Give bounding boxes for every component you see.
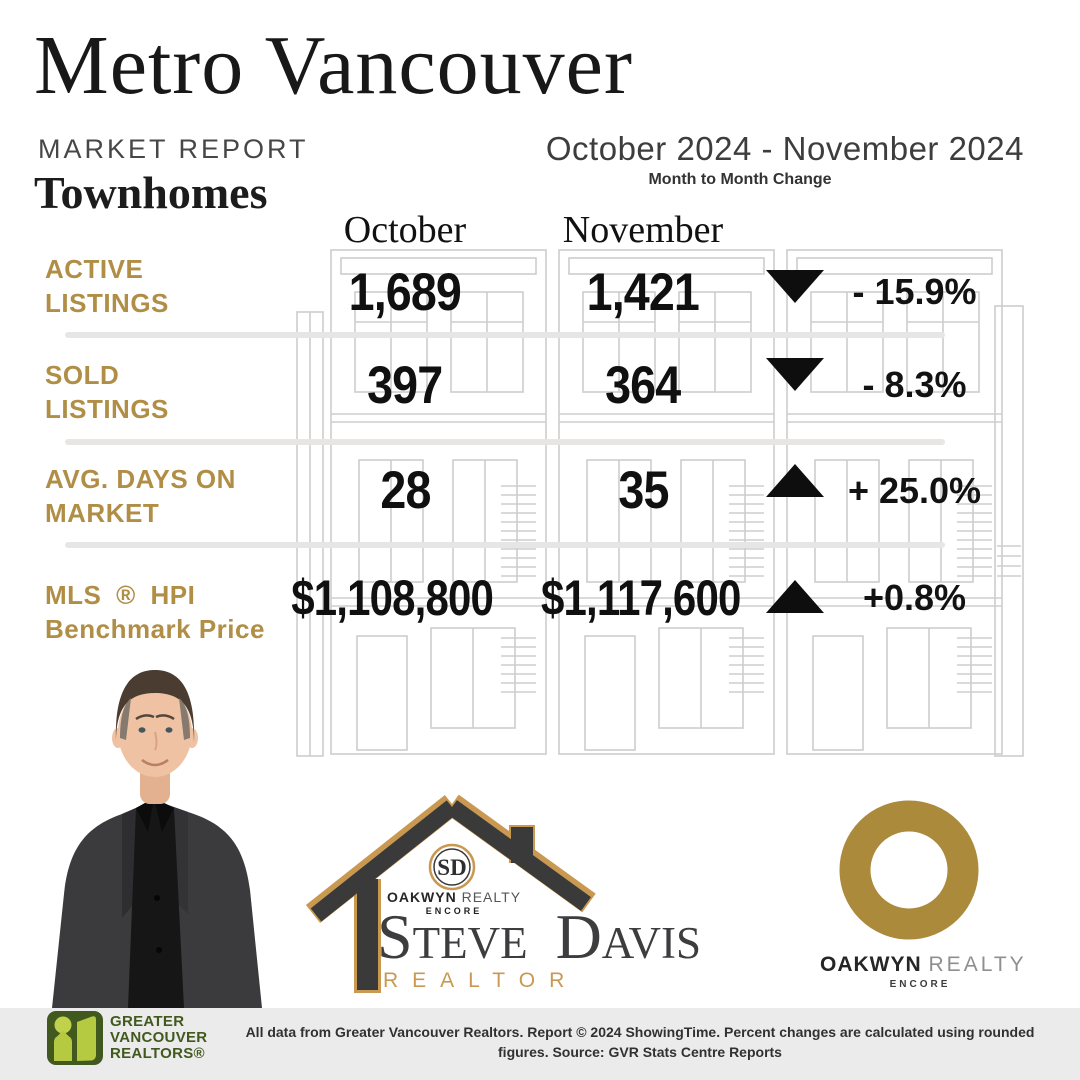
trend-arrow-box — [766, 270, 828, 303]
agent-name: Steve Davis — [377, 901, 701, 972]
november-value: 364 — [605, 355, 681, 415]
october-value: 397 — [367, 355, 443, 415]
october-value: 28 — [379, 461, 431, 520]
brokerage-name: OAKWYN REALTY — [820, 953, 1027, 976]
november-value: 1,421 — [586, 262, 700, 322]
table-row-sold-listings: SOLD LISTINGS 397 364 - 8.3% — [0, 345, 1080, 425]
percent-change: - 15.9% — [852, 271, 977, 312]
agent-logo: SD OAKWYN REALTY ENCORE Steve Davis REALT… — [305, 793, 785, 1008]
october-value: 1,689 — [348, 262, 462, 322]
sd-monogram: SD — [437, 855, 466, 880]
trend-arrow-box — [766, 464, 828, 497]
house-roof-icon: SD — [305, 794, 596, 993]
percent-change: - 8.3% — [862, 364, 967, 405]
row-label: SOLD LISTINGS — [45, 360, 169, 424]
townhouse-line-art — [296, 249, 1024, 757]
row-label: MLS ® HPI Benchmark Price — [45, 580, 265, 644]
period-note: Month to Month Change — [648, 171, 832, 188]
property-type: Townhomes — [34, 167, 268, 218]
agent-brokerage-line: OAKWYN REALTY — [386, 889, 522, 905]
brokerage-logo: OAKWYN REALTY ENCORE — [820, 795, 1027, 1005]
row-divider — [65, 439, 945, 445]
realtor-photo — [52, 670, 262, 1008]
footer-disclaimer: All data from Greater Vancouver Realtors… — [245, 1024, 1035, 1060]
gvr-logo-text: GREATER VANCOUVER REALTORS® — [110, 1013, 208, 1062]
column-header-october: October — [343, 209, 467, 251]
page-title: Metro Vancouver — [34, 19, 633, 112]
up-arrow-icon — [766, 580, 824, 613]
row-label: ACTIVE LISTINGS — [45, 254, 169, 318]
row-divider — [65, 332, 945, 338]
row-label: AVG. DAYS ON MARKET — [45, 464, 236, 528]
agent-role: REALTOR — [383, 969, 579, 992]
table-row-avg-days-on-market: AVG. DAYS ON MARKET 28 35 + 25.0% — [0, 448, 1080, 533]
down-arrow-icon — [766, 358, 824, 391]
footer-bar: GREATER VANCOUVER REALTORS® All data fro… — [0, 1008, 1080, 1080]
right-sliver — [994, 305, 1024, 757]
report-period: October 2024 - November 2024 — [545, 130, 1024, 167]
donut-icon — [839, 800, 979, 940]
agent-brokerage-sub: ENCORE — [425, 906, 483, 916]
left-sliver — [296, 311, 324, 757]
october-value: $1,108,800 — [291, 570, 494, 626]
trend-arrow-box — [766, 358, 828, 391]
percent-change: +0.8% — [862, 577, 967, 618]
gvr-logo-icon — [47, 1011, 103, 1065]
brokerage-sub: ENCORE — [889, 979, 951, 990]
percent-change: + 25.0% — [847, 469, 982, 511]
november-value: 35 — [617, 461, 669, 520]
column-header-november: November — [562, 209, 724, 251]
row-divider — [65, 542, 945, 548]
table-row-active-listings: ACTIVE LISTINGS 1,689 1,421 - 15.9% — [0, 248, 1080, 336]
up-arrow-icon — [766, 464, 824, 497]
down-arrow-icon — [766, 270, 824, 303]
trend-arrow-box — [766, 580, 828, 613]
table-row-hpi-benchmark-price: MLS ® HPI Benchmark Price $1,108,800 $1,… — [0, 556, 1080, 644]
report-label: MARKET REPORT — [38, 134, 309, 164]
november-value: $1,117,600 — [541, 570, 741, 626]
